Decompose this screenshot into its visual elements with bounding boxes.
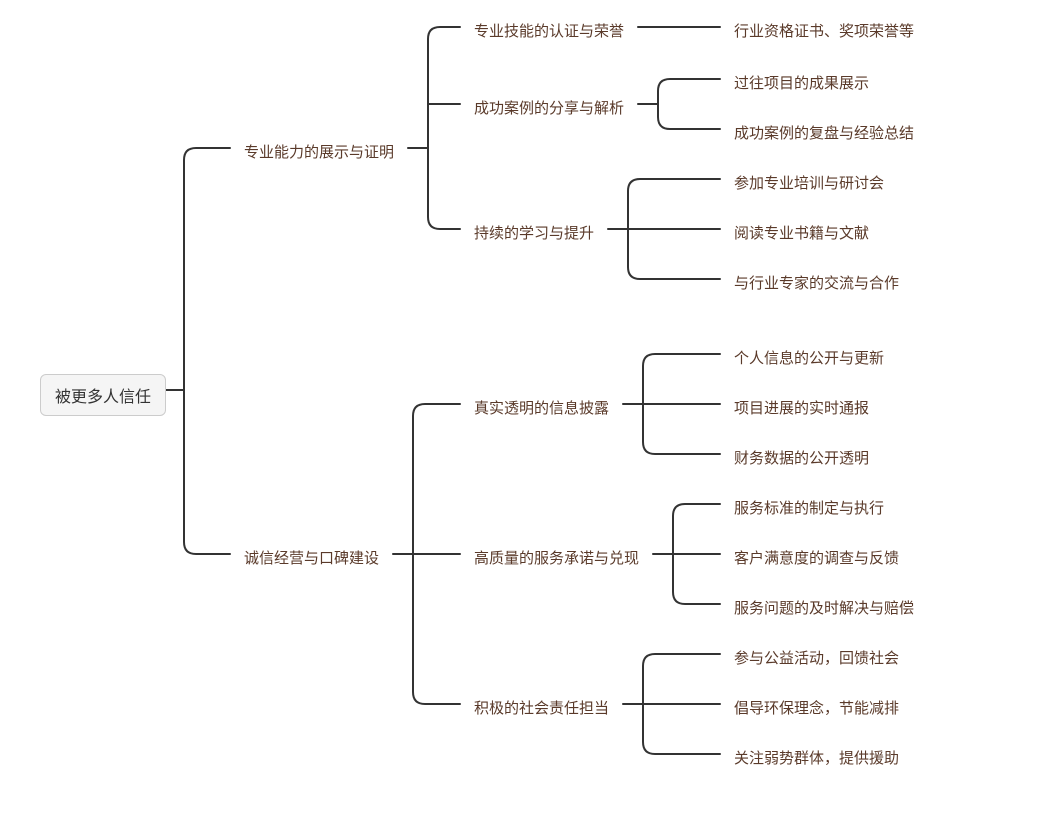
mindmap-node: 服务问题的及时解决与赔偿: [720, 589, 928, 626]
mindmap-node: 高质量的服务承诺与兑现: [460, 539, 653, 576]
mindmap-node: 倡导环保理念，节能减排: [720, 689, 913, 726]
mindmap-node: 与行业专家的交流与合作: [720, 264, 913, 301]
mindmap-node: 服务标准的制定与执行: [720, 489, 898, 526]
mindmap-root-node: 被更多人信任: [40, 374, 166, 416]
mindmap-node: 专业能力的展示与证明: [230, 133, 408, 170]
mindmap-node: 积极的社会责任担当: [460, 689, 623, 726]
mindmap-node: 成功案例的复盘与经验总结: [720, 114, 928, 151]
mindmap-node: 成功案例的分享与解析: [460, 89, 638, 126]
mindmap-node: 持续的学习与提升: [460, 214, 608, 251]
mindmap-node: 参加专业培训与研讨会: [720, 164, 898, 201]
mindmap-node: 阅读专业书籍与文献: [720, 214, 883, 251]
mindmap-node: 财务数据的公开透明: [720, 439, 883, 476]
mindmap-node: 项目进展的实时通报: [720, 389, 883, 426]
mindmap-node: 行业资格证书、奖项荣誉等: [720, 12, 928, 49]
mindmap-node: 客户满意度的调查与反馈: [720, 539, 913, 576]
mindmap-node: 真实透明的信息披露: [460, 389, 623, 426]
mindmap-node: 诚信经营与口碑建设: [230, 539, 393, 576]
mindmap-node: 专业技能的认证与荣誉: [460, 12, 638, 49]
mindmap-node: 关注弱势群体，提供援助: [720, 739, 913, 776]
mindmap-node: 个人信息的公开与更新: [720, 339, 898, 376]
mindmap-node: 过往项目的成果展示: [720, 64, 883, 101]
mindmap-node: 参与公益活动，回馈社会: [720, 639, 913, 676]
